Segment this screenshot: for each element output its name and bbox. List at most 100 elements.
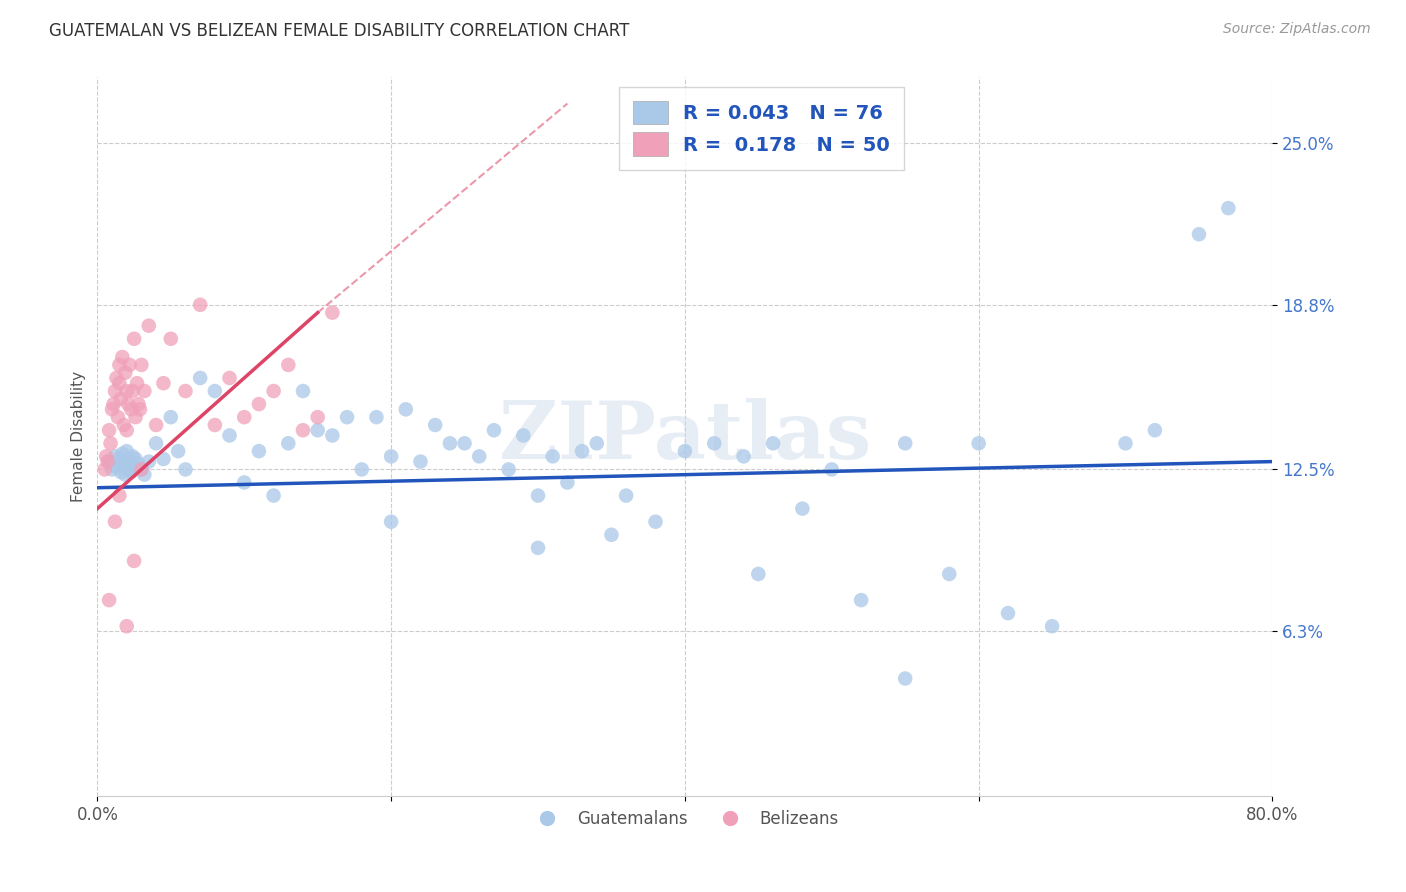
Point (821, 462, 844, 476)
Point (134, 467, 156, 482)
Point (103, 397, 125, 411)
Point (105, 459, 128, 474)
Point (498, 462, 520, 476)
Point (792, 501, 814, 516)
Point (131, 462, 153, 476)
Point (527, 489, 550, 503)
Point (204, 384, 226, 398)
Point (96, 450, 118, 464)
Point (350, 462, 373, 476)
Point (395, 402, 418, 417)
Point (1115, 436, 1137, 450)
Point (138, 318, 160, 333)
Point (131, 358, 153, 372)
Point (122, 554, 145, 568)
Point (277, 358, 299, 372)
Point (585, 436, 607, 450)
Point (111, 447, 134, 461)
Point (118, 358, 141, 372)
Point (291, 384, 314, 398)
Point (703, 436, 725, 450)
Text: GUATEMALAN VS BELIZEAN FEMALE DISABILITY CORRELATION CHART: GUATEMALAN VS BELIZEAN FEMALE DISABILITY… (49, 22, 630, 40)
Point (849, 593, 872, 607)
Point (115, 444, 138, 458)
Point (138, 454, 160, 468)
Point (124, 452, 146, 467)
Point (121, 450, 143, 464)
Point (129, 402, 152, 417)
Point (98, 593, 121, 607)
Point (762, 436, 785, 450)
Point (747, 566, 769, 581)
Point (117, 397, 139, 411)
Point (114, 467, 136, 482)
Point (291, 423, 314, 437)
Point (541, 450, 564, 464)
Point (453, 436, 475, 450)
Point (600, 528, 623, 542)
Point (439, 436, 461, 450)
Y-axis label: Female Disability: Female Disability (72, 371, 86, 502)
Point (557, 475, 579, 490)
Point (110, 392, 132, 406)
Point (145, 417, 167, 432)
Point (1218, 201, 1240, 215)
Point (120, 402, 142, 417)
Point (93, 462, 115, 476)
Point (122, 459, 145, 474)
Point (247, 397, 270, 411)
Point (997, 606, 1019, 620)
Point (307, 423, 329, 437)
Point (468, 450, 491, 464)
Point (118, 454, 141, 468)
Point (967, 436, 990, 450)
Point (110, 465, 132, 479)
Point (125, 376, 148, 391)
Point (104, 515, 127, 529)
Point (482, 423, 505, 437)
Point (159, 410, 181, 425)
Point (100, 436, 122, 450)
Point (894, 672, 917, 686)
Point (108, 358, 131, 372)
Point (204, 417, 226, 432)
Point (115, 619, 138, 633)
Point (321, 428, 343, 442)
Point (527, 541, 550, 555)
Point (174, 384, 197, 398)
Point (233, 410, 256, 425)
Point (380, 515, 402, 529)
Point (938, 566, 960, 581)
Point (1188, 227, 1211, 242)
Point (1143, 423, 1166, 437)
Point (263, 384, 285, 398)
Point (188, 298, 211, 312)
Point (145, 436, 167, 450)
Point (409, 454, 432, 468)
Point (120, 465, 142, 479)
Point (321, 305, 343, 319)
Point (673, 444, 696, 458)
Point (167, 444, 190, 458)
Point (122, 332, 145, 346)
Point (114, 366, 136, 380)
Point (112, 457, 135, 471)
Point (152, 452, 174, 467)
Point (247, 444, 270, 458)
Point (115, 423, 138, 437)
Point (218, 371, 240, 385)
Point (98, 454, 121, 468)
Point (105, 371, 128, 385)
Point (112, 417, 135, 432)
Point (108, 489, 131, 503)
Point (188, 371, 211, 385)
Point (1040, 619, 1063, 633)
Point (127, 397, 149, 411)
Point (733, 450, 755, 464)
Legend: Guatemalans, Belizeans: Guatemalans, Belizeans (524, 803, 845, 835)
Point (307, 410, 329, 425)
Point (233, 475, 256, 490)
Point (571, 444, 593, 458)
Point (131, 462, 153, 476)
Point (366, 410, 388, 425)
